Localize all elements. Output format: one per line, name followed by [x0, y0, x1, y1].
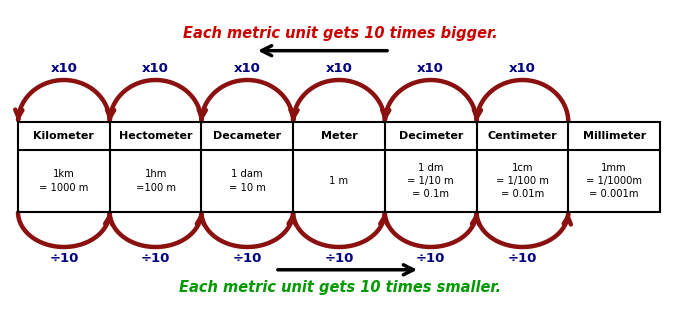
Text: Decameter: Decameter: [213, 131, 282, 141]
Text: ÷10: ÷10: [233, 252, 262, 265]
Text: Hectometer: Hectometer: [119, 131, 192, 141]
Text: 1mm
= 1/1000m
= 0.001m: 1mm = 1/1000m = 0.001m: [586, 163, 642, 199]
Text: Centimeter: Centimeter: [488, 131, 557, 141]
Text: x10: x10: [234, 62, 261, 75]
Text: x10: x10: [417, 62, 444, 75]
Text: Each metric unit gets 10 times smaller.: Each metric unit gets 10 times smaller.: [179, 280, 501, 295]
Text: Each metric unit gets 10 times bigger.: Each metric unit gets 10 times bigger.: [183, 26, 497, 41]
Text: Meter: Meter: [321, 131, 357, 141]
Text: 1km
= 1000 m: 1km = 1000 m: [39, 169, 89, 193]
Text: x10: x10: [509, 62, 536, 75]
Text: ÷10: ÷10: [507, 252, 537, 265]
Text: x10: x10: [142, 62, 169, 75]
Text: x10: x10: [50, 62, 77, 75]
Text: Millimeter: Millimeter: [582, 131, 646, 141]
Text: x10: x10: [325, 62, 353, 75]
Text: ÷10: ÷10: [325, 252, 354, 265]
Bar: [18, 122, 660, 212]
Text: 1 dm
= 1/10 m
= 0.1m: 1 dm = 1/10 m = 0.1m: [407, 163, 454, 199]
Text: 1 m: 1 m: [329, 176, 349, 186]
Text: Decimeter: Decimeter: [398, 131, 463, 141]
Text: 1hm
=100 m: 1hm =100 m: [136, 169, 175, 193]
Text: 1cm
= 1/100 m
= 0.01m: 1cm = 1/100 m = 0.01m: [496, 163, 549, 199]
Text: ÷10: ÷10: [416, 252, 445, 265]
Text: 1 dam
= 10 m: 1 dam = 10 m: [229, 169, 266, 193]
Text: ÷10: ÷10: [49, 252, 78, 265]
Text: ÷10: ÷10: [141, 252, 170, 265]
Text: Kilometer: Kilometer: [33, 131, 94, 141]
